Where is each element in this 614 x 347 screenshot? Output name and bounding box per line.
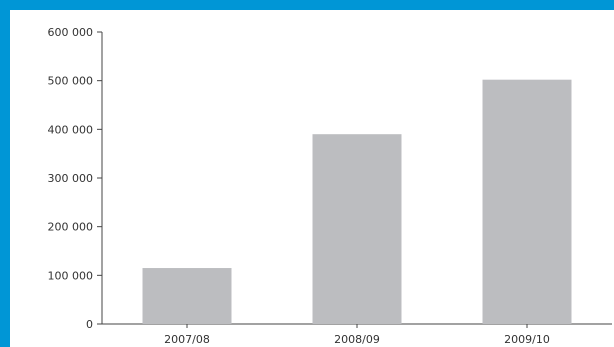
y-tick-label: 400 000	[48, 123, 94, 136]
y-tick-label: 100 000	[48, 269, 94, 282]
y-tick-label: 600 000	[48, 26, 94, 39]
bars	[142, 79, 572, 325]
y-tick-label: 500 000	[48, 75, 94, 88]
bar-chart: 0 100 000 200 000 300 000 400 000 500 000 600 …	[48, 26, 612, 346]
y-tick-label: 200 000	[48, 221, 94, 234]
y-axis: 0 100 000 200 000 300 000 400 000 500 000 600 …	[48, 26, 103, 331]
bar-2007-08	[142, 268, 232, 324]
y-tick-label: 0	[86, 318, 93, 331]
bar-2009-10	[482, 79, 572, 325]
x-tick-label: 2009/10	[504, 333, 550, 346]
x-tick-label: 2007/08	[164, 333, 210, 346]
bar-2008-09	[312, 134, 402, 324]
x-tick-label: 2008/09	[334, 333, 380, 346]
x-axis: 2007/08 2008/09 2009/10	[102, 323, 612, 346]
y-tick-label: 300 000	[48, 172, 94, 185]
chart-panel: 0 100 000 200 000 300 000 400 000 500 000 600 …	[10, 10, 614, 347]
